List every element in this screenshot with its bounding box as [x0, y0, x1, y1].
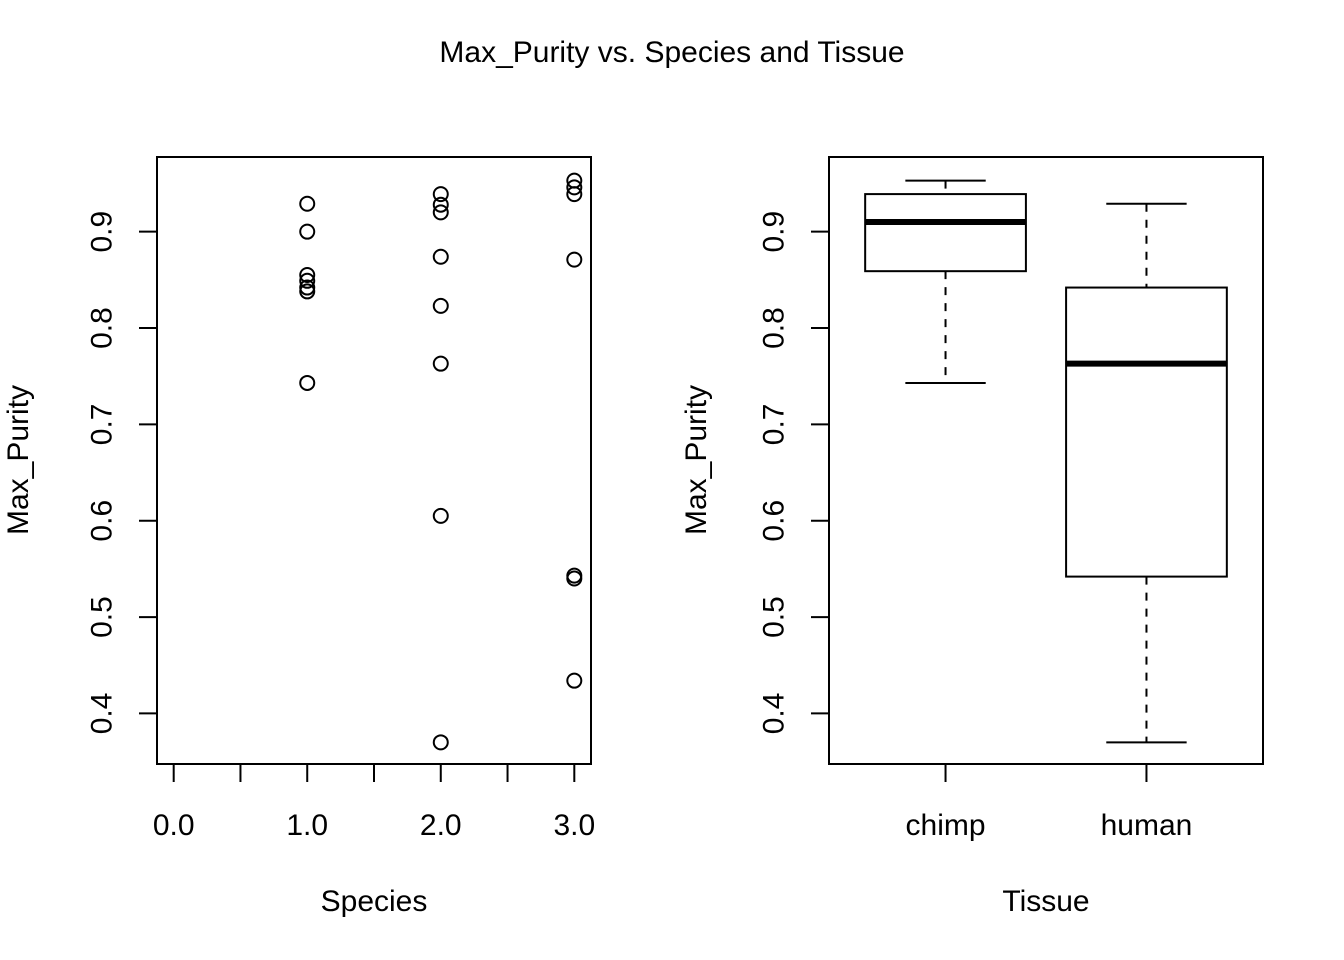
box-human — [1065, 202, 1228, 744]
figure-title: Max_Purity vs. Species and Tissue — [439, 36, 904, 69]
scatter-point — [432, 248, 449, 265]
scatter-point — [299, 223, 316, 240]
scatter-point — [566, 179, 583, 196]
y-tick-label: 0.9 — [758, 211, 791, 253]
scatter-point — [432, 507, 449, 524]
scatter-point — [432, 204, 449, 221]
scatter-point — [566, 251, 583, 268]
scatter-point — [299, 374, 316, 391]
scatter-point — [566, 672, 583, 689]
scatter-point — [432, 186, 449, 203]
y-tick-label: 0.6 — [86, 500, 119, 542]
scatter-point — [432, 734, 449, 751]
box-iqr — [1065, 286, 1228, 578]
scatter-point — [432, 196, 449, 213]
y-tick-label: 0.7 — [758, 404, 791, 446]
x-tick-label: 2.0 — [420, 809, 462, 842]
x-tick-label: 3.0 — [553, 809, 595, 842]
scatter-point — [299, 195, 316, 212]
x-tick-label: 0.0 — [153, 809, 195, 842]
boxplot-plot-frame — [828, 156, 1264, 765]
boxplot-y-axis: 0.4 0.5 0.6 0.7 0.8 0.9 — [758, 211, 830, 734]
boxplot-y-axis-label: Max_Purity — [680, 385, 713, 535]
scatter-point — [566, 570, 583, 587]
x-tick-label: 1.0 — [286, 809, 328, 842]
box-chimp — [864, 179, 1027, 384]
scatter-y-axis-label: Max_Purity — [2, 385, 35, 535]
scatter-panel: 0.0 1.0 2.0 3.0 0.40.50.60.70.80.9 Species … — [2, 156, 595, 918]
y-tick-label: 0.8 — [86, 307, 119, 349]
box-iqr — [864, 193, 1027, 273]
x-tick-label: human — [1101, 809, 1193, 842]
scatter-point — [432, 355, 449, 372]
boxplot-x-axis: chimp human — [906, 763, 1193, 842]
y-tick-label: 0.5 — [86, 596, 119, 638]
y-tick-label: 0.7 — [86, 404, 119, 446]
scatter-point — [299, 267, 316, 284]
scatter-point — [299, 272, 316, 289]
y-tick-label: 0.4 — [86, 693, 119, 735]
boxplot-x-axis-label: Tissue — [1002, 885, 1089, 918]
scatter-points — [299, 172, 583, 751]
scatter-point — [432, 297, 449, 314]
scatter-point — [299, 283, 316, 300]
scatter-plot-frame — [156, 156, 592, 765]
x-tick-label: chimp — [906, 809, 986, 842]
boxplot-panel: chimp human 0.4 0.5 0.6 0.7 0.8 0.9 Tissue Max… — [680, 156, 1264, 918]
y-tick-label: 0.6 — [758, 500, 791, 542]
scatter-point — [566, 186, 583, 203]
scatter-y-axis: 0.4 0.5 0.6 0.7 0.8 0.9 — [86, 211, 158, 734]
y-tick-label: 0.9 — [86, 211, 119, 253]
y-tick-label: 0.8 — [758, 307, 791, 349]
y-tick-label: 0.4 — [758, 693, 791, 735]
scatter-x-axis-label: Species — [321, 885, 428, 918]
y-tick-label: 0.5 — [758, 596, 791, 638]
scatter-x-axis: 0.0 1.0 2.0 3.0 — [153, 763, 595, 842]
boxplot-boxes — [864, 179, 1228, 744]
